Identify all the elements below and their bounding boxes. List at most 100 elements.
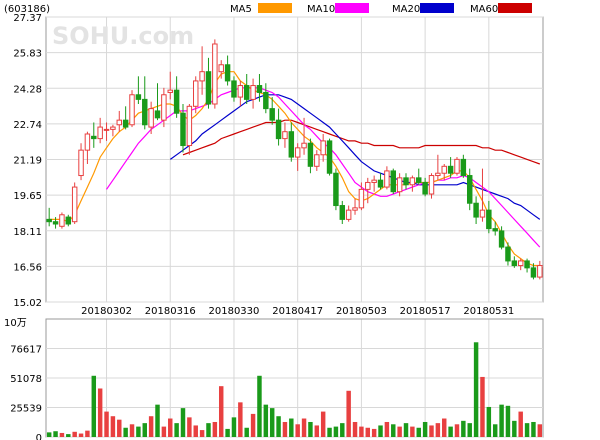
volume-bar	[199, 430, 205, 437]
candle	[333, 168, 339, 211]
candle-body-up	[103, 128, 110, 131]
volume-bar	[104, 411, 109, 437]
volume-bar	[410, 426, 415, 437]
volume-bar	[422, 421, 428, 437]
volume-bars	[46, 342, 543, 437]
candle-body-down	[530, 267, 537, 278]
price-tick-label: 25.83	[13, 49, 42, 60]
volume-bar	[473, 342, 479, 437]
candle	[371, 175, 377, 192]
candle-body-down	[326, 140, 333, 174]
volume-bar	[346, 390, 351, 437]
candle-body-up	[396, 177, 403, 193]
candle	[129, 90, 135, 128]
candle-body-up	[517, 260, 524, 267]
candle	[460, 154, 467, 178]
ma60-path	[182, 119, 541, 165]
volume-bar	[289, 418, 294, 437]
candle	[307, 138, 314, 174]
candle	[199, 46, 205, 95]
volume-bar	[352, 421, 358, 437]
candle	[97, 117, 103, 144]
candle-body-up	[428, 175, 435, 195]
volume-bar	[136, 426, 141, 437]
candle	[517, 258, 524, 271]
legend-swatch	[420, 3, 454, 13]
ma20-path	[169, 94, 541, 220]
candle-body-up	[282, 131, 288, 140]
volume-bar	[276, 416, 281, 437]
candle	[218, 60, 224, 79]
candle	[492, 221, 498, 236]
candle	[486, 200, 492, 234]
candle	[505, 242, 511, 266]
candle	[91, 122, 97, 148]
volume-bar	[429, 425, 434, 437]
volume-bar	[257, 375, 262, 437]
volume-bar	[148, 416, 154, 437]
candle	[71, 182, 78, 224]
price-tick-label: 19.65	[13, 191, 42, 202]
candle-body-down	[492, 228, 498, 232]
candle-body-down	[135, 94, 142, 100]
candle-body-up	[345, 209, 352, 220]
candle	[224, 55, 231, 86]
legend-label: MA20	[392, 4, 420, 15]
candle	[84, 131, 91, 164]
candle	[511, 256, 518, 268]
legend-item-ma60: MA60	[470, 3, 532, 15]
candle	[479, 168, 486, 222]
candle	[454, 157, 460, 176]
date-tick-label: 20180503	[336, 306, 387, 317]
price-axis: 27.37 25.83 24.28 22.74 21.19 19.65 18.11 16.56…	[13, 13, 42, 309]
volume-bar	[480, 376, 485, 437]
candle-body-up	[110, 126, 116, 130]
candle-body-down	[447, 165, 454, 174]
candle	[294, 143, 301, 171]
date-axis: 20180302 20180316 20180330 20180417 20180503…	[81, 306, 514, 317]
volume-bar	[537, 424, 543, 437]
candle-body-down	[416, 177, 422, 183]
candle-body-down	[498, 230, 505, 248]
date-tick-label: 20180330	[209, 306, 260, 317]
volume-bar	[212, 421, 218, 437]
volume-bar	[187, 417, 192, 437]
candle-body-up	[371, 179, 377, 183]
candle-body-up	[129, 94, 135, 126]
volume-bar	[250, 413, 256, 437]
candle-body-up	[71, 186, 78, 223]
volume-tick-label: 76617	[10, 344, 42, 355]
candle	[154, 83, 161, 121]
volume-bar	[123, 427, 128, 437]
volume-bar	[416, 427, 421, 437]
price-tick-label: 27.37	[13, 13, 42, 24]
candle	[173, 76, 180, 118]
volume-tick-label: 0	[36, 433, 42, 440]
candle-body-up	[212, 43, 218, 105]
volume-bar	[72, 431, 77, 437]
candle-body-up	[320, 140, 326, 156]
legend-swatch	[498, 3, 532, 13]
candle-body-up	[454, 158, 460, 174]
candle-body-down	[422, 181, 428, 195]
candle	[345, 205, 352, 222]
volume-bar	[486, 406, 492, 437]
volume-bar	[320, 411, 326, 437]
candle-body-up	[314, 154, 320, 167]
volume-bar	[308, 421, 313, 437]
stock-code: (603186)	[4, 4, 50, 15]
candle-body-up	[358, 188, 365, 209]
volume-bar	[269, 408, 275, 437]
candle	[46, 207, 52, 227]
volume-bar	[512, 420, 517, 437]
volume-bar	[365, 427, 371, 437]
volume-bar	[155, 404, 160, 437]
candle-body-down	[205, 71, 212, 105]
volume-bar	[174, 423, 179, 437]
candle	[403, 173, 409, 190]
candle-body-down	[65, 216, 72, 225]
volume-bar	[85, 430, 90, 437]
date-tick-label: 20180302	[81, 306, 132, 317]
candle-body-down	[122, 119, 129, 128]
